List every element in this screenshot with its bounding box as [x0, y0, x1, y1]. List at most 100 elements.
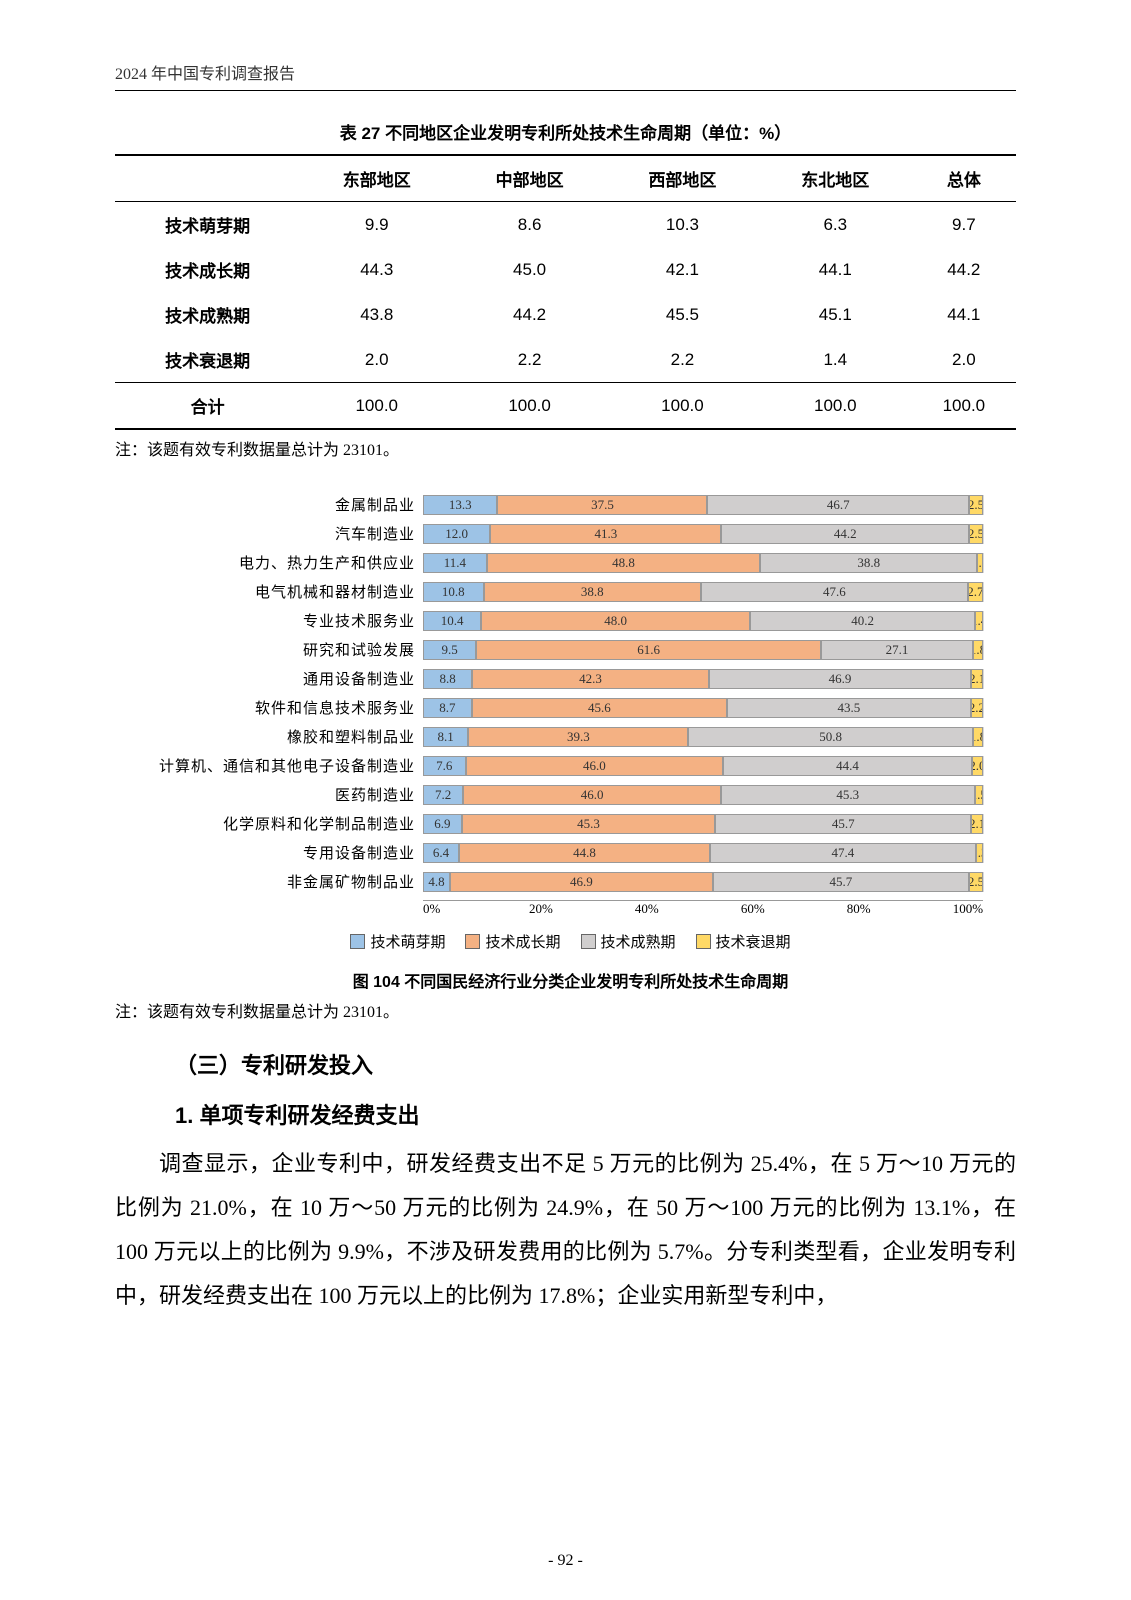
chart-segment: 7.2	[423, 785, 463, 805]
chart-segment: 1.3	[976, 843, 983, 863]
legend-item: 技术成长期	[465, 931, 560, 952]
table-cell: 9.9	[300, 202, 453, 248]
chart-segment: 38.8	[484, 582, 701, 602]
chart-segment: 6.4	[423, 843, 459, 863]
chart-row-label: 通用设备制造业	[125, 668, 423, 689]
doc-header: 2024 年中国专利调查报告	[115, 60, 1016, 91]
chart-segment: 44.8	[459, 843, 710, 863]
chart-segment: 45.7	[715, 814, 971, 834]
chart-segment: 8.1	[423, 727, 468, 747]
table-cell: 43.8	[300, 292, 453, 337]
chart-segment: 9.5	[423, 640, 476, 660]
chart-note: 注：该题有效专利数据量总计为 23101。	[115, 998, 1016, 1022]
chart-bar: 13.337.546.72.5	[423, 495, 984, 515]
col-east: 东部地区	[300, 155, 453, 202]
chart-row-label: 专用设备制造业	[125, 842, 423, 863]
chart-segment: 13.3	[423, 495, 497, 515]
chart-segment: 45.3	[721, 785, 975, 805]
chart-segment: 45.3	[462, 814, 716, 834]
chart-row-label: 研究和试验发展	[125, 639, 423, 660]
axis-tick: 20%	[529, 901, 635, 917]
table-cell: 技术衰退期	[115, 337, 300, 383]
chart-segment: 2.5	[969, 872, 983, 892]
chart-segment: 2.1	[971, 814, 983, 834]
chart-segment: 12.0	[423, 524, 490, 544]
table-cell: 45.1	[759, 292, 912, 337]
chart-segment: 41.3	[490, 524, 721, 544]
chart-segment: 2.5	[969, 495, 983, 515]
chart-bar: 7.246.045.31.5	[423, 785, 984, 805]
chart-segment: 37.5	[497, 495, 707, 515]
chart-segment: 42.3	[472, 669, 709, 689]
table-cell: 100.0	[300, 383, 453, 430]
chart-segment: 8.7	[423, 698, 472, 718]
table-cell: 1.4	[759, 337, 912, 383]
legend-label: 技术成长期	[485, 931, 560, 952]
chart-segment: 27.1	[821, 640, 973, 660]
table-note: 注：该题有效专利数据量总计为 23101。	[115, 436, 1016, 460]
axis-tick: 100%	[953, 901, 983, 917]
chart-segment: 11.4	[423, 553, 487, 573]
chart-bar: 12.041.344.22.5	[423, 524, 984, 544]
chart-segment: 8.8	[423, 669, 472, 689]
legend-swatch	[581, 934, 596, 949]
chart-segment: 2.2	[971, 698, 983, 718]
chart-title: 图 104 不同国民经济行业分类企业发明专利所处技术生命周期	[125, 968, 1016, 992]
chart-segment: 45.6	[472, 698, 727, 718]
table-cell: 2.2	[606, 337, 759, 383]
table-cell: 44.2	[912, 247, 1016, 292]
chart-segment: 7.6	[423, 756, 466, 776]
chart-bar: 9.561.627.11.8	[423, 640, 984, 660]
chart-segment: 61.6	[476, 640, 821, 660]
chart-segment: 44.2	[721, 524, 969, 544]
chart-row-label: 化学原料和化学制品制造业	[125, 813, 423, 834]
chart-segment: 10.4	[423, 611, 481, 631]
chart-bar: 10.448.040.21.4	[423, 611, 984, 631]
chart-segment: 40.2	[750, 611, 975, 631]
col-northeast: 东北地区	[759, 155, 912, 202]
chart-segment: 10.8	[423, 582, 484, 602]
chart-row-label: 专业技术服务业	[125, 610, 423, 631]
legend-swatch	[696, 934, 711, 949]
table-cell: 9.7	[912, 202, 1016, 248]
chart-segment: 1.8	[973, 727, 983, 747]
chart-segment: 50.8	[688, 727, 972, 747]
chart-segment: 39.3	[468, 727, 688, 747]
chart-segment: 6.9	[423, 814, 462, 834]
chart-segment: 1.5	[975, 785, 983, 805]
chart-row-label: 计算机、通信和其他电子设备制造业	[125, 755, 423, 776]
chart-segment: 38.8	[760, 553, 977, 573]
axis-tick: 40%	[635, 901, 741, 917]
legend-label: 技术萌芽期	[370, 931, 445, 952]
col-west: 西部地区	[606, 155, 759, 202]
chart-row-label: 医药制造业	[125, 784, 423, 805]
chart-segment: 1.8	[973, 640, 983, 660]
col-blank	[115, 155, 300, 202]
table-cell: 44.1	[912, 292, 1016, 337]
table-cell: 技术成熟期	[115, 292, 300, 337]
legend-item: 技术衰退期	[696, 931, 791, 952]
chart-segment: 46.9	[450, 872, 713, 892]
chart-bar: 8.139.350.81.8	[423, 727, 984, 747]
table-cell: 44.1	[759, 247, 912, 292]
chart-bar: 6.945.345.72.1	[423, 814, 984, 834]
axis-tick: 0%	[423, 901, 529, 917]
chart-bar: 4.846.945.72.5	[423, 872, 984, 892]
chart-segment: 2.7	[968, 582, 983, 602]
page-number: - 92 -	[0, 1552, 1131, 1570]
table-cell: 8.6	[453, 202, 606, 248]
axis-tick: 80%	[847, 901, 953, 917]
legend-label: 技术衰退期	[716, 931, 791, 952]
table-cell: 45.0	[453, 247, 606, 292]
chart-segment: 48.8	[487, 553, 760, 573]
table-cell: 100.0	[453, 383, 606, 430]
chart-segment: 43.5	[727, 698, 971, 718]
chart-segment: 2.0	[972, 756, 983, 776]
body-paragraph: 调查显示，企业专利中，研发经费支出不足 5 万元的比例为 25.4%，在 5 万…	[115, 1142, 1016, 1318]
chart-bar: 11.448.838.81.0	[423, 553, 984, 573]
table-cell: 2.0	[912, 337, 1016, 383]
section-4-heading: 1. 单项专利研发经费支出	[175, 1098, 1016, 1130]
chart-segment: 45.7	[713, 872, 969, 892]
chart-segment: 2.1	[971, 669, 983, 689]
chart-segment: 46.9	[709, 669, 971, 689]
